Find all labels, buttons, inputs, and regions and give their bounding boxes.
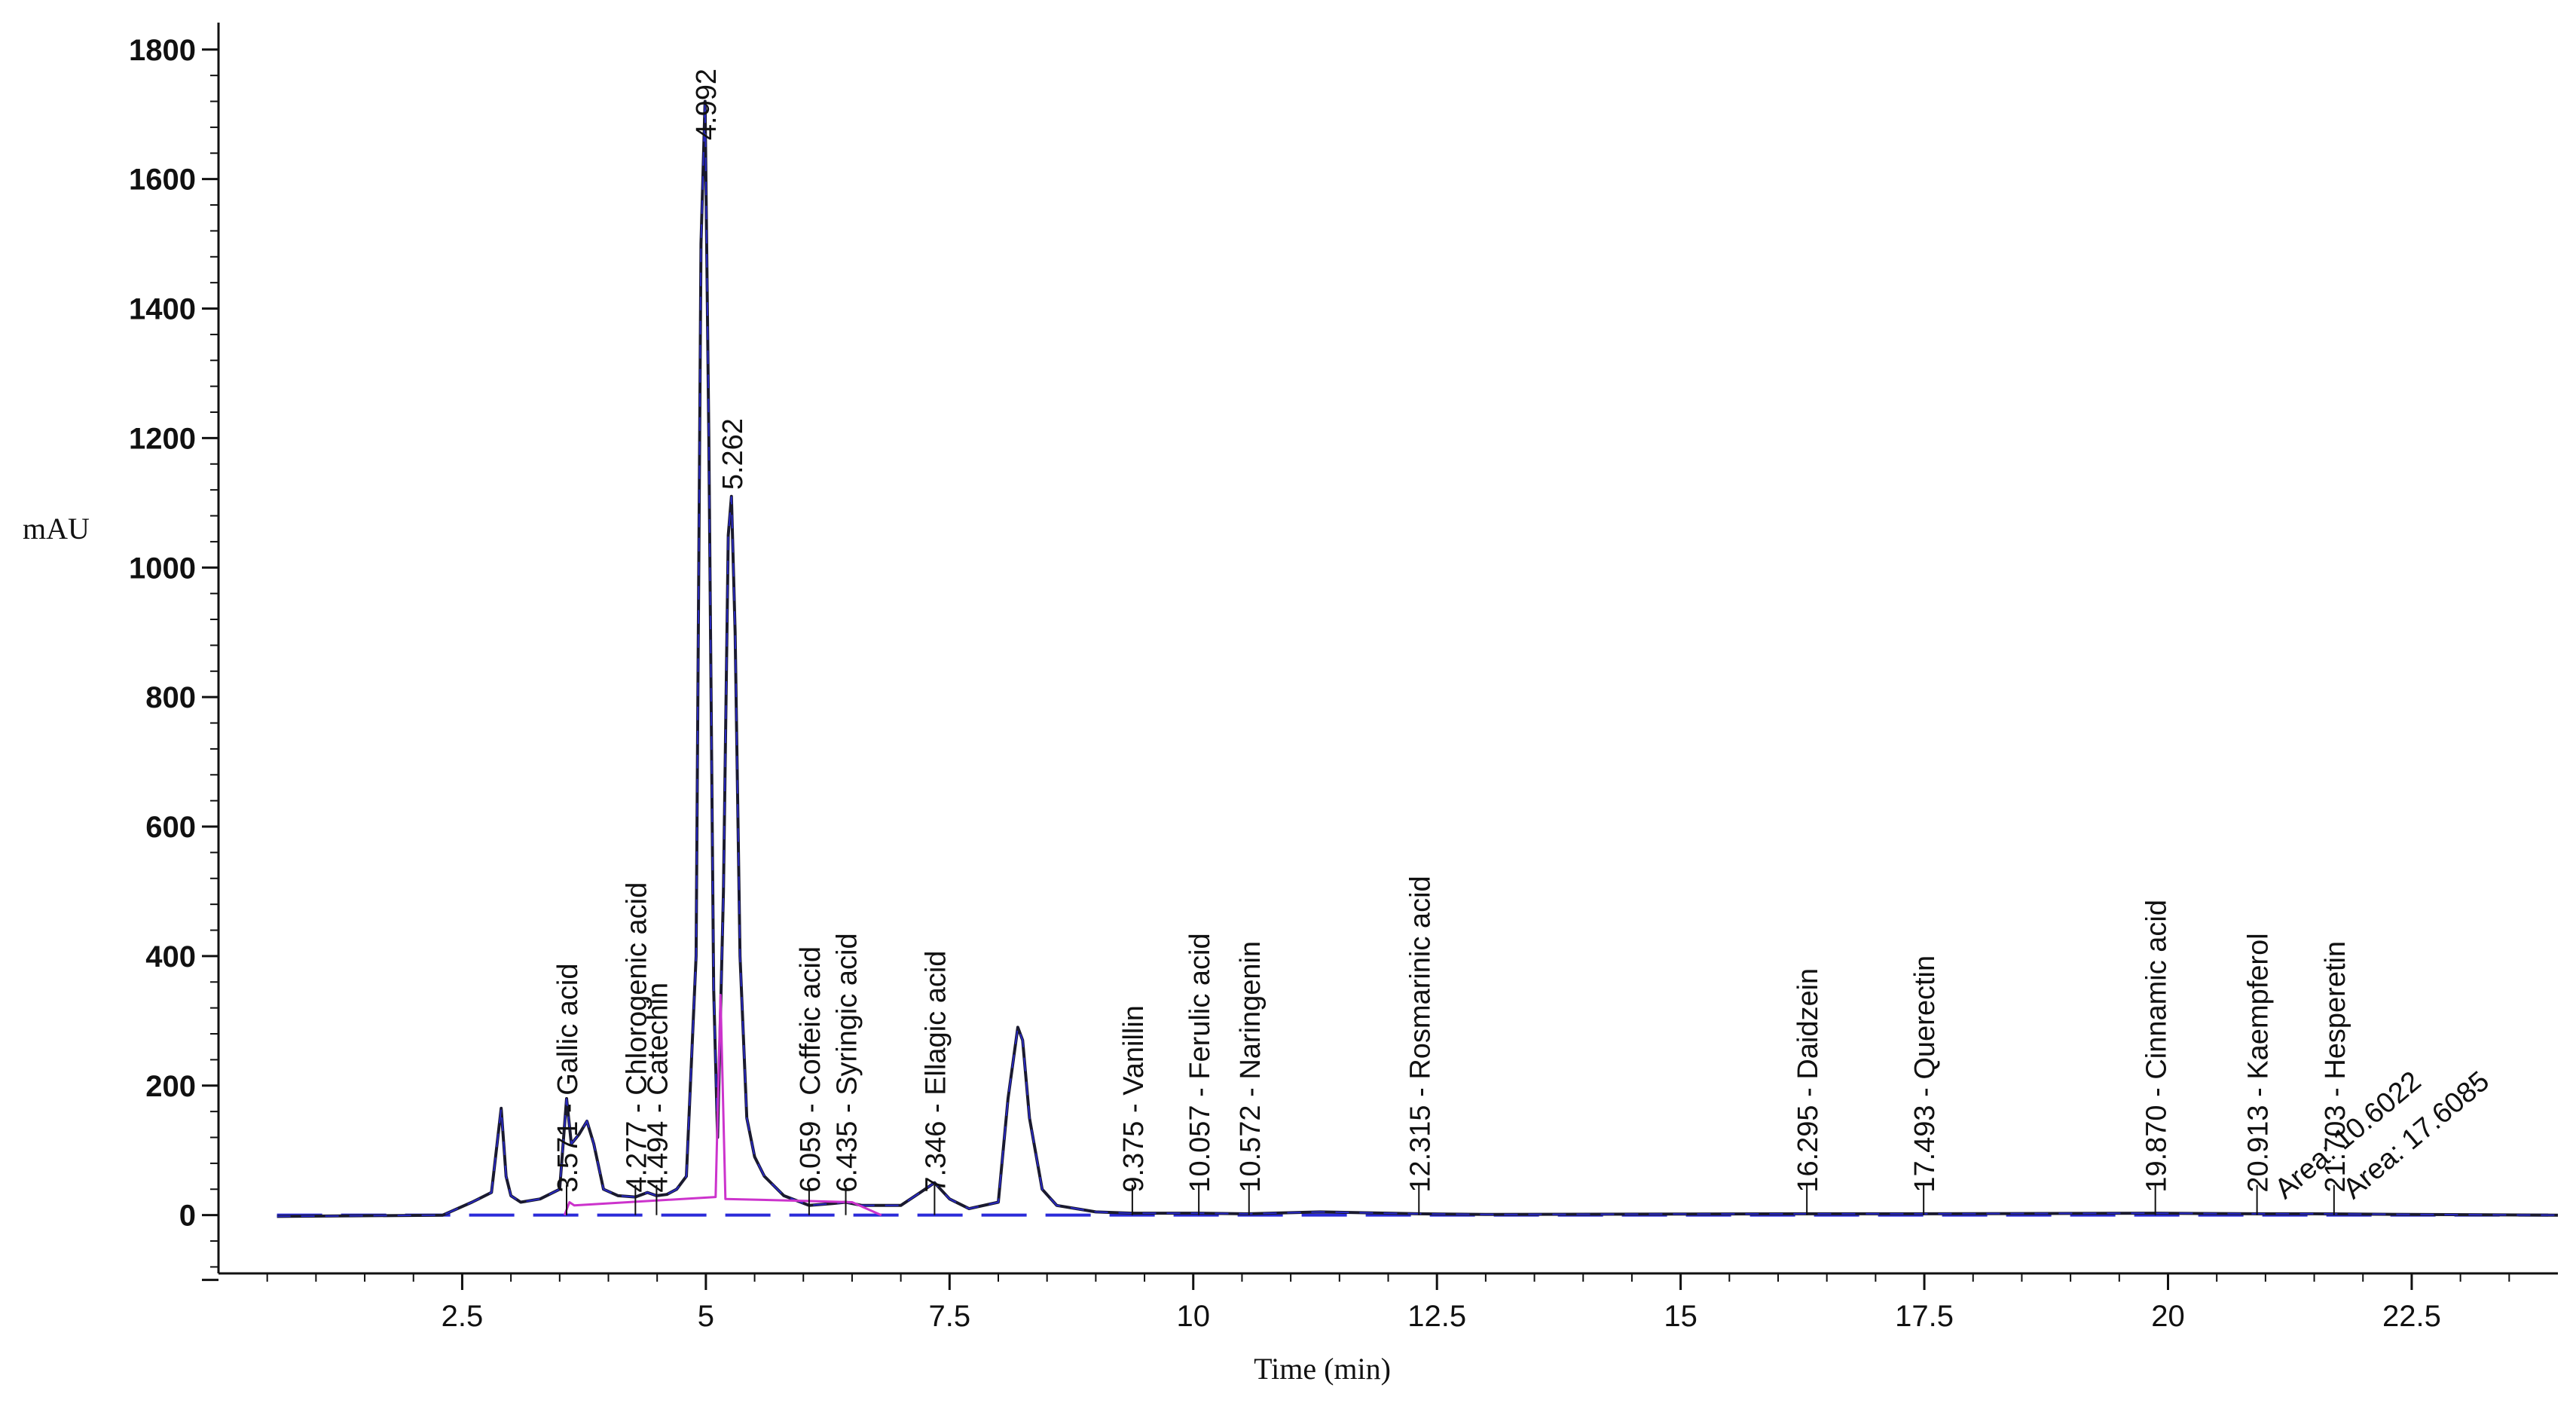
y-tick-label: 1200 xyxy=(129,422,196,455)
peak-label: 10.572 - Naringenin xyxy=(1235,941,1267,1193)
peak-label: 4.494 - Catechin xyxy=(642,983,674,1193)
y-tick-label: 1800 xyxy=(129,34,196,67)
peak-label: 21.703 - Hesperetin xyxy=(2320,941,2351,1193)
y-tick-label: 800 xyxy=(145,681,196,714)
y-axis-title: mAU xyxy=(23,512,90,546)
x-tick-label: 15 xyxy=(1664,1300,1697,1333)
peak-label: 4.277 - Chlorogenic acid xyxy=(621,882,652,1193)
x-tick-label: 10 xyxy=(1177,1300,1211,1333)
x-tick-label: 12.5 xyxy=(1407,1300,1466,1333)
peak-label: 10.057 - Ferulic acid xyxy=(1184,933,1216,1192)
x-tick-label: 22.5 xyxy=(2382,1300,2441,1333)
series-layer xyxy=(277,99,2559,1218)
peak-label: 6.435 - Syringic acid xyxy=(832,933,863,1192)
y-tick-label: 200 xyxy=(145,1070,196,1103)
peak-label: 17.493 - Querectin xyxy=(1909,955,1941,1193)
peak-label: 19.870 - Cinnamic acid xyxy=(2141,900,2173,1193)
y-axis: 0 200 400 600 800 1000 1200 1400 1600 1800 xyxy=(129,34,218,1282)
y-tick-label: 600 xyxy=(145,811,196,844)
peak-label: 3.571 - Gallic acid xyxy=(552,964,584,1193)
peak-label: 9.375 - Vanillin xyxy=(1118,1005,1150,1193)
x-tick-label: 17.5 xyxy=(1895,1300,1954,1333)
integration-baseline-trace xyxy=(563,994,882,1217)
peak-retention-label: 5.262 xyxy=(717,418,749,490)
chromatogram-trace-overlay xyxy=(277,101,2559,1218)
y-tick-label: 1000 xyxy=(129,552,196,585)
x-tick-label: 5 xyxy=(698,1300,714,1333)
x-axis-title: Time (min) xyxy=(1254,1352,1391,1386)
x-tick-label: 2.5 xyxy=(442,1300,484,1333)
peak-label: 6.059 - Coffeic acid xyxy=(795,946,827,1193)
x-axis: 2.5 5 7.5 10 12.5 15 17.5 20 22.5 xyxy=(266,1273,2510,1333)
peak-label: 20.913 - Kaempferol xyxy=(2243,933,2275,1192)
y-tick-label: 1400 xyxy=(129,293,196,326)
peak-labels: 3.571 - Gallic acid 4.277 - Chlorogenic a… xyxy=(552,69,2351,1215)
peak-label: 12.315 - Rosmarinic acid xyxy=(1404,876,1436,1192)
y-tick-label: 400 xyxy=(145,940,196,974)
y-tick-label: 0 xyxy=(179,1200,196,1233)
x-tick-label: 7.5 xyxy=(929,1300,971,1333)
y-tick-label: 1600 xyxy=(129,164,196,197)
peak-label: 16.295 - Daidzein xyxy=(1792,968,1824,1193)
x-tick-label: 20 xyxy=(2151,1300,2185,1333)
peak-retention-label: 4.992 xyxy=(691,69,723,140)
peak-label: 7.346 - Ellagic acid xyxy=(920,951,952,1193)
